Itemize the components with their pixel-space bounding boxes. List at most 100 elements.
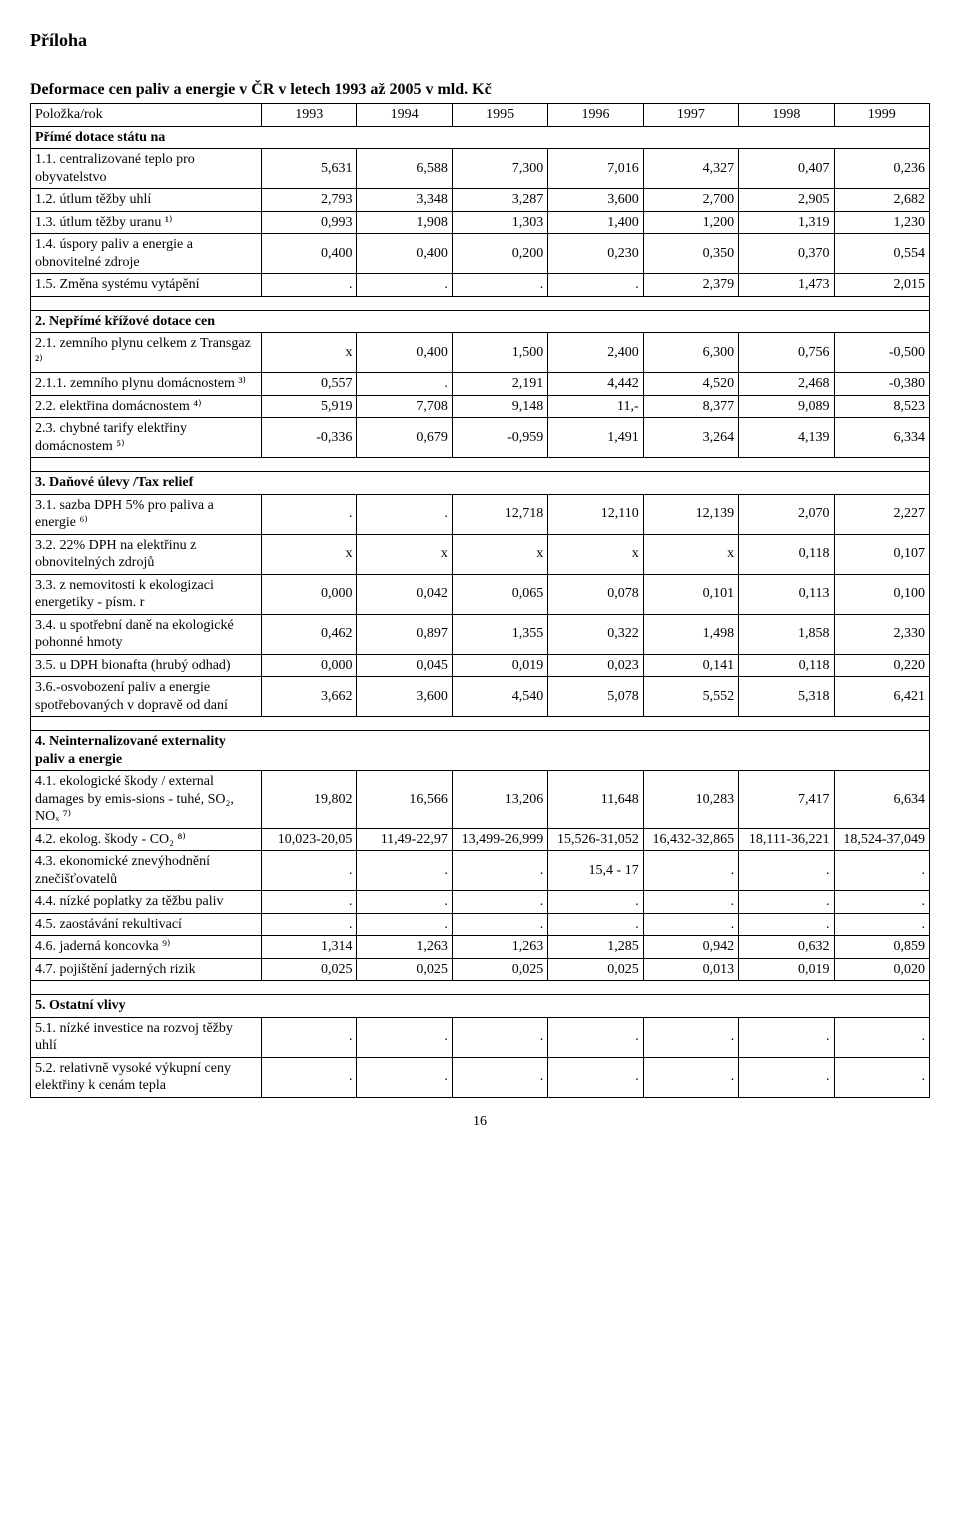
spacer: [834, 981, 929, 995]
cell: 0,400: [262, 234, 357, 274]
cell: 0,000: [262, 654, 357, 677]
cell: 0,019: [739, 958, 834, 981]
cell: 0,100: [834, 574, 929, 614]
cell: 0,045: [357, 654, 452, 677]
cell: 5,631: [262, 149, 357, 189]
row-label: 4.3. ekonomické znevýhodnění znečišťovat…: [31, 851, 262, 891]
section-header-cell: [262, 126, 357, 149]
cell: 0,020: [834, 958, 929, 981]
cell: 3,600: [548, 189, 643, 212]
cell: 5,318: [739, 677, 834, 717]
cell: x: [643, 534, 738, 574]
year-header: 1999: [834, 104, 929, 127]
cell: .: [834, 851, 929, 891]
cell: .: [452, 274, 547, 297]
cell: 7,300: [452, 149, 547, 189]
cell: 1,314: [262, 936, 357, 959]
cell: 0,025: [548, 958, 643, 981]
section-header: 2. Nepřímé křížové dotace cen: [31, 310, 262, 333]
section-header-cell: [739, 126, 834, 149]
cell: 0,042: [357, 574, 452, 614]
cell: .: [357, 891, 452, 914]
spacer: [357, 981, 452, 995]
cell: 0,101: [643, 574, 738, 614]
cell: 2,227: [834, 494, 929, 534]
row-label: 3.2. 22% DPH na elektřinu z obnovitelnýc…: [31, 534, 262, 574]
cell: .: [548, 891, 643, 914]
section-header: 4. Neinternalizované externality paliv a…: [31, 731, 262, 771]
section-header: Přímé dotace státu na: [31, 126, 262, 149]
row-label: 2.1. zemního plynu celkem z Transgaz ²⁾: [31, 333, 262, 373]
cell: 0,632: [739, 936, 834, 959]
spacer: [262, 458, 357, 472]
cell: x: [452, 534, 547, 574]
cell: 0,557: [262, 373, 357, 396]
row-label: 5.1. nízké investice na rozvoj těžby uhl…: [31, 1017, 262, 1057]
row-label: 1.4. úspory paliv a energie a obnoviteln…: [31, 234, 262, 274]
section-header-cell: [357, 126, 452, 149]
cell: 0,407: [739, 149, 834, 189]
cell: 0,679: [357, 418, 452, 458]
spacer: [834, 296, 929, 310]
cell: 1,473: [739, 274, 834, 297]
cell: .: [357, 373, 452, 396]
section-header-cell: [739, 472, 834, 495]
section-header-cell: [262, 731, 357, 771]
cell: .: [262, 851, 357, 891]
section-header-cell: [452, 126, 547, 149]
section-header-cell: [643, 472, 738, 495]
spacer: [548, 981, 643, 995]
spacer: [31, 458, 262, 472]
spacer: [452, 296, 547, 310]
cell: .: [452, 913, 547, 936]
cell: 0,230: [548, 234, 643, 274]
cell: 1,858: [739, 614, 834, 654]
cell: 0,078: [548, 574, 643, 614]
cell: .: [357, 1017, 452, 1057]
spacer: [262, 981, 357, 995]
spacer: [643, 717, 738, 731]
spacer: [31, 717, 262, 731]
row-label: 3.4. u spotřební daně na ekologické poho…: [31, 614, 262, 654]
section-header-cell: [452, 310, 547, 333]
spacer: [31, 981, 262, 995]
cell: .: [834, 891, 929, 914]
cell: 0,118: [739, 654, 834, 677]
cell: 0,000: [262, 574, 357, 614]
row-label: 3.6.-osvobození paliv a energie spotřebo…: [31, 677, 262, 717]
section-header-cell: [262, 995, 357, 1018]
appendix-heading: Příloha: [30, 30, 930, 51]
cell: 0,350: [643, 234, 738, 274]
cell: .: [262, 274, 357, 297]
cell: 1,303: [452, 211, 547, 234]
cell: 4,139: [739, 418, 834, 458]
section-header-cell: [834, 126, 929, 149]
cell: 2,015: [834, 274, 929, 297]
cell: 2,905: [739, 189, 834, 212]
section-header-cell: [739, 731, 834, 771]
cell: 11,49-22,97: [357, 828, 452, 851]
cell: .: [452, 851, 547, 891]
spacer: [834, 458, 929, 472]
cell: -0,959: [452, 418, 547, 458]
cell: 8,523: [834, 395, 929, 418]
spacer: [452, 717, 547, 731]
cell: 11,648: [548, 771, 643, 829]
cell: .: [357, 851, 452, 891]
row-label: 4.4. nízké poplatky za těžbu paliv: [31, 891, 262, 914]
cell: 3,264: [643, 418, 738, 458]
section-header-cell: [262, 310, 357, 333]
cell: 2,379: [643, 274, 738, 297]
spacer: [643, 296, 738, 310]
cell: 0,859: [834, 936, 929, 959]
section-header-cell: [548, 472, 643, 495]
row-label: 1.1. centralizované teplo pro obyvatelst…: [31, 149, 262, 189]
cell: .: [739, 891, 834, 914]
cell: 1,498: [643, 614, 738, 654]
spacer: [739, 717, 834, 731]
cell: 0,065: [452, 574, 547, 614]
cell: 4,540: [452, 677, 547, 717]
cell: 1,319: [739, 211, 834, 234]
cell: .: [739, 1017, 834, 1057]
section-header-cell: [643, 126, 738, 149]
